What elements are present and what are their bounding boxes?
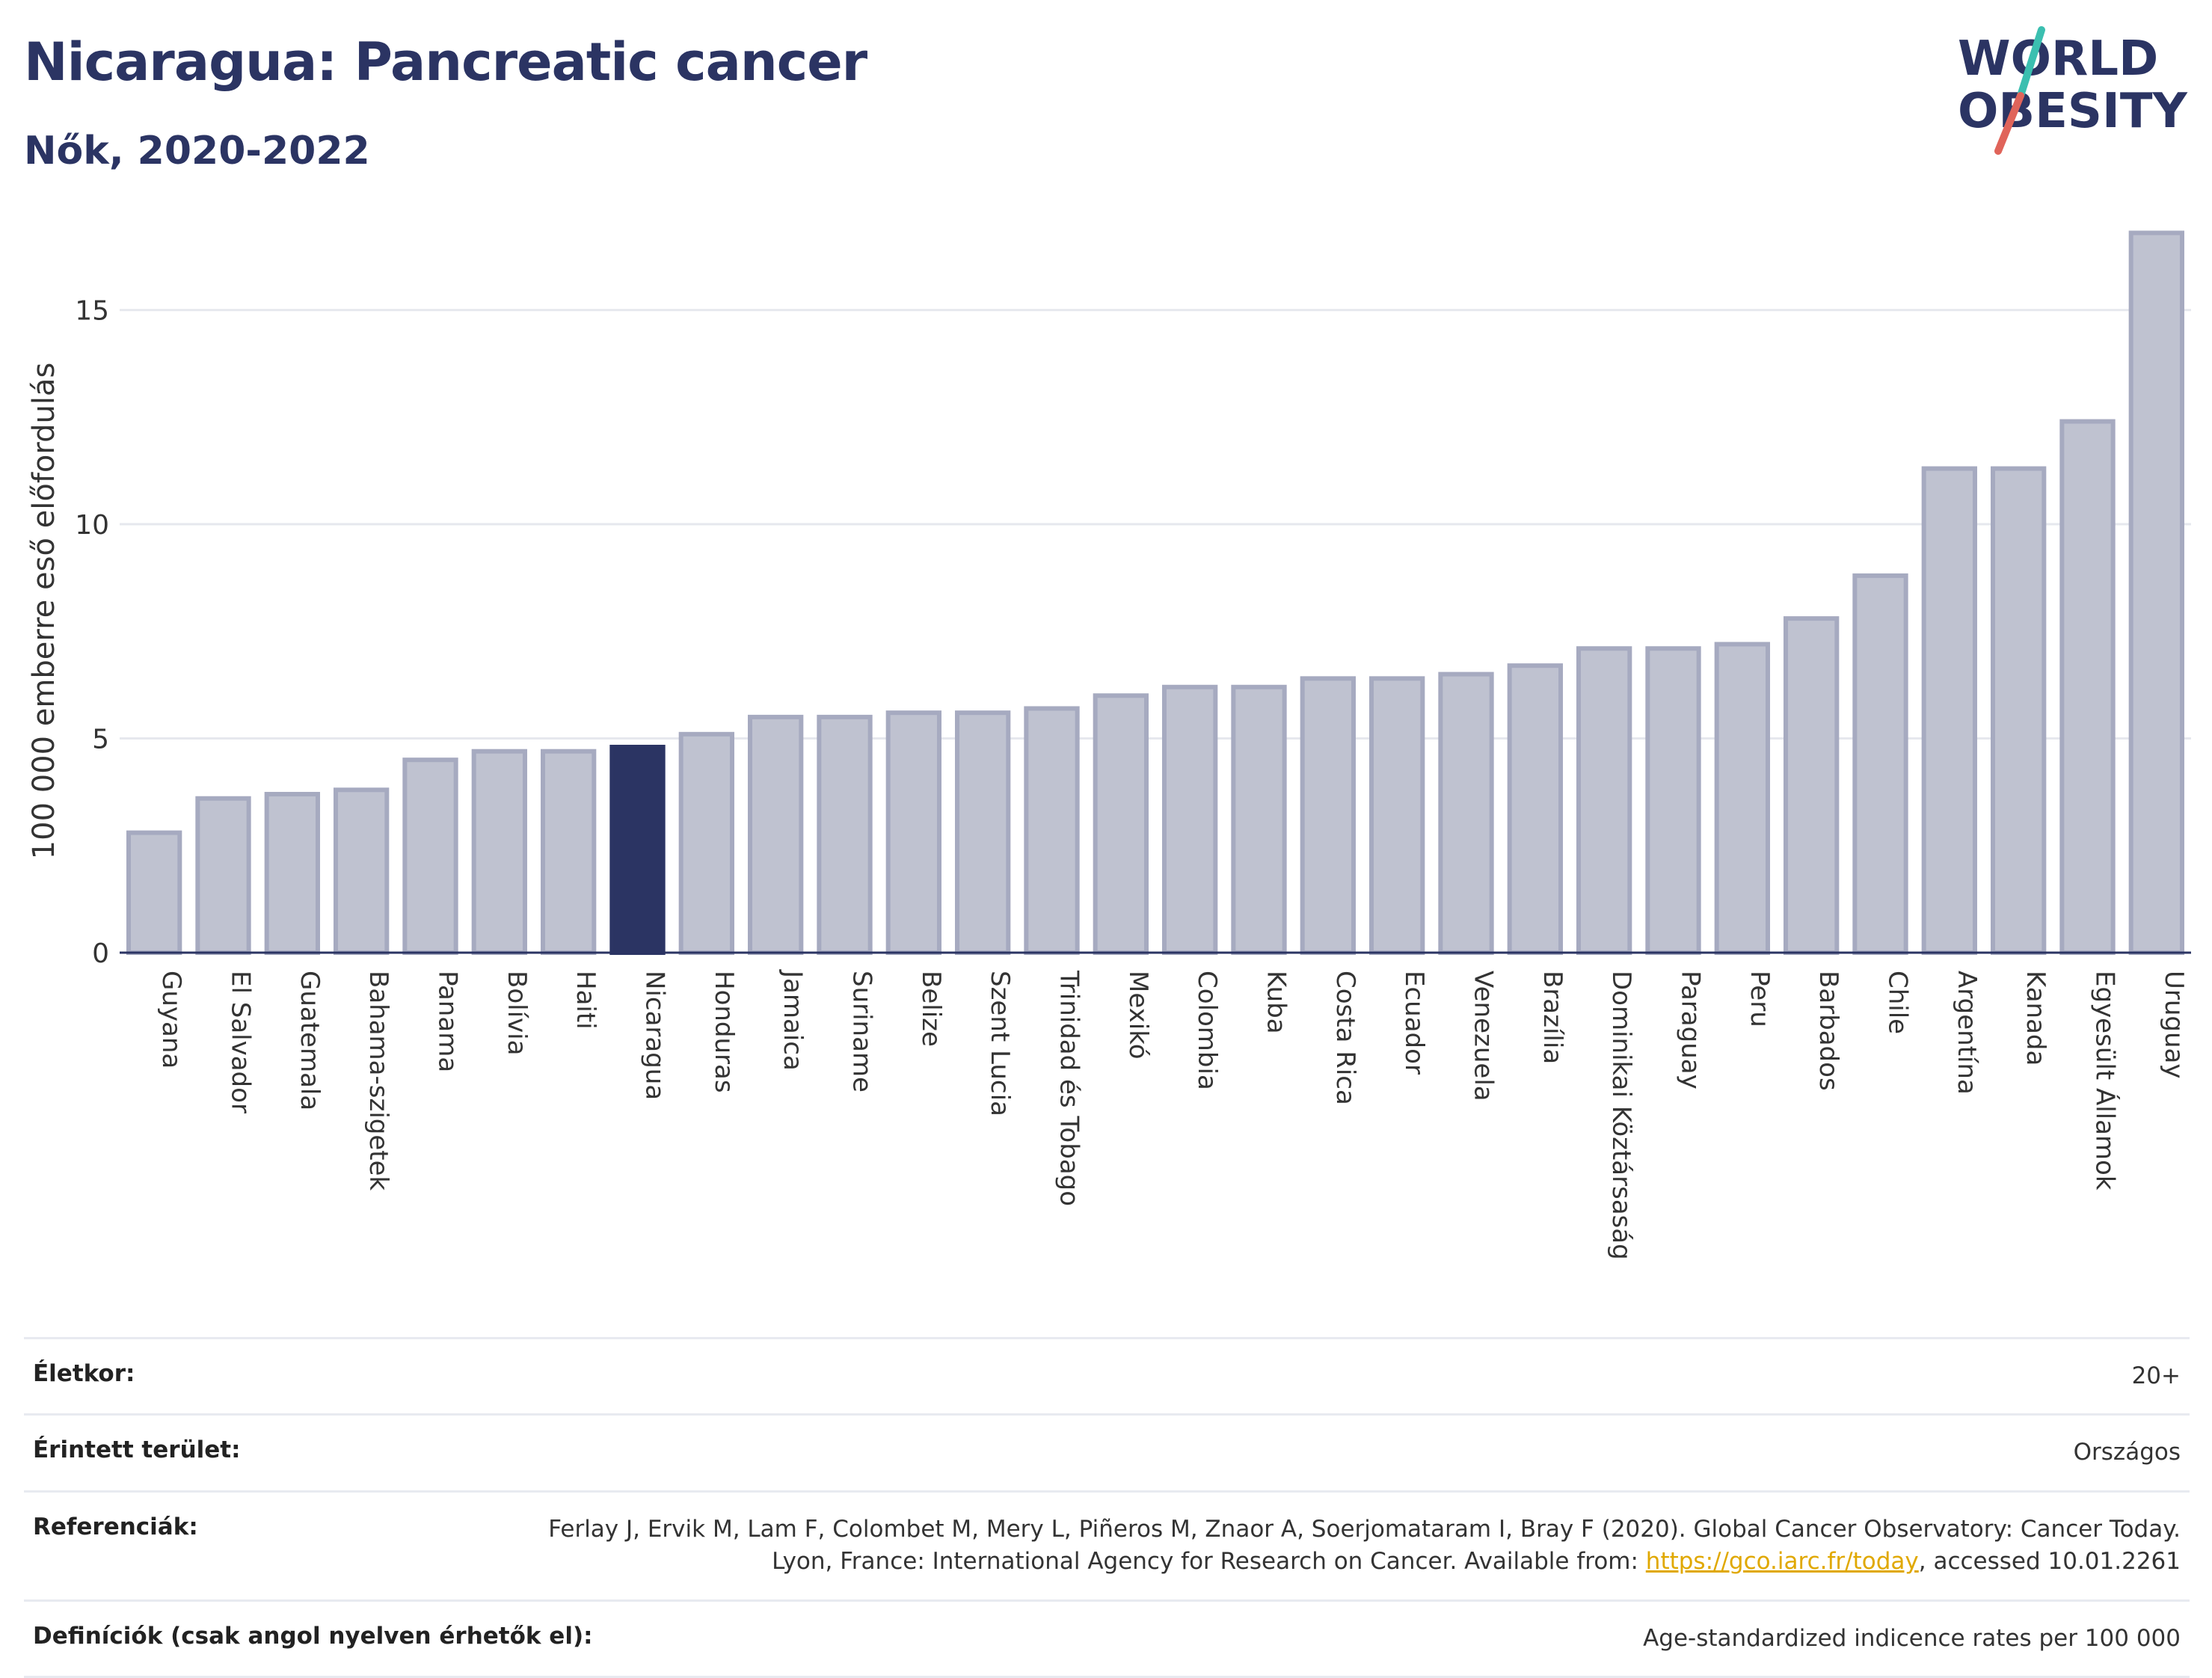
- x-tick-label: Barbados: [1813, 971, 1843, 1091]
- bar: [471, 749, 527, 955]
- x-tick-label: Kuba: [1262, 971, 1291, 1034]
- bar: [1507, 663, 1563, 955]
- bar: [264, 792, 320, 955]
- bar: [1991, 466, 2047, 955]
- bar: [817, 714, 873, 955]
- x-tick-label: Mexikó: [1123, 971, 1153, 1060]
- bar: [2128, 230, 2184, 956]
- bar: [1576, 646, 1632, 956]
- bar: [748, 714, 804, 955]
- x-tick-label: Belize: [916, 971, 946, 1047]
- x-tick-label: Jamaica: [778, 969, 808, 1071]
- bar: [1162, 684, 1218, 956]
- references-accessed: , accessed 10.01.2261: [1918, 1548, 2181, 1576]
- info-row-definitions: Definíciók (csak angol nyelven érhetők e…: [24, 1599, 2190, 1678]
- y-tick-label: 15: [75, 296, 109, 327]
- bar: [1645, 646, 1701, 956]
- x-tick-label: Trinidad és Tobago: [1054, 970, 1084, 1206]
- info-row-references: Referenciák: Ferlay J, Ervik M, Lam F, C…: [24, 1490, 2190, 1599]
- bar: [195, 796, 251, 956]
- references-text: Ferlay J, Ervik M, Lam F, Colombet M, Me…: [548, 1515, 2181, 1576]
- x-tick-label: Argentína: [1952, 971, 1982, 1095]
- age-label: Életkor:: [33, 1360, 135, 1387]
- x-tick-label: Bahama-szigetek: [363, 971, 393, 1191]
- bar: [1921, 466, 1977, 955]
- x-tick-label: Peru: [1745, 971, 1775, 1027]
- bar: [334, 787, 390, 955]
- x-tick-label: Panama: [433, 971, 463, 1072]
- x-tick-label: Guatemala: [295, 971, 325, 1110]
- references-label: Referenciák:: [33, 1513, 198, 1540]
- y-tick-label: 10: [75, 510, 109, 541]
- x-tick-label: Nicaragua: [640, 971, 670, 1100]
- logo-slash-bottom: [1994, 92, 2024, 155]
- bar: [1852, 573, 1908, 955]
- y-tick-label: 0: [92, 938, 109, 969]
- x-tick-label: Bolívia: [502, 971, 532, 1055]
- bar: [955, 710, 1011, 955]
- definitions-label: Definíciók (csak angol nyelven érhetők e…: [33, 1622, 593, 1650]
- x-tick-label: Venezuela: [1469, 971, 1499, 1101]
- age-value: 20+: [2131, 1362, 2181, 1389]
- x-tick-label: Szent Lucia: [985, 971, 1015, 1116]
- info-row-area: Érintett terület: Országos: [24, 1413, 2190, 1490]
- x-tick-label: Paraguay: [1676, 971, 1706, 1090]
- bar: [885, 710, 941, 955]
- y-axis-label: 100 000 emberre eső előfordulás: [27, 363, 61, 860]
- bar: [1093, 693, 1149, 955]
- page-subtitle: Nők, 2020-2022: [24, 129, 370, 173]
- x-tick-label: Brazília: [1537, 971, 1567, 1064]
- references-link[interactable]: https://gco.iarc.fr/today: [1645, 1548, 1919, 1576]
- bar: [402, 757, 458, 955]
- x-tick-label: Costa Rica: [1330, 971, 1360, 1105]
- page-title: Nicaragua: Pancreatic cancer: [24, 31, 867, 93]
- x-tick-label: Egyesült Államok: [2090, 971, 2121, 1190]
- y-tick-label: 5: [92, 725, 109, 755]
- logo-line1: WORLD: [1958, 31, 2158, 87]
- bar: [1024, 706, 1080, 955]
- x-tick-label: Ecuador: [1399, 971, 1429, 1075]
- x-tick-label: Dominikai Köztársaság: [1606, 971, 1636, 1260]
- x-tick-label: Chile: [1883, 971, 1913, 1034]
- bar: [1369, 676, 1425, 955]
- bar-chart: 0 5 10 15 100 000 emberre eső előfordulás Guy…: [27, 230, 2191, 1260]
- bar: [2059, 419, 2116, 955]
- info-table: Életkor: 20+ Érintett terület: Országos …: [24, 1337, 2190, 1678]
- bar: [1231, 684, 1287, 956]
- references-value: Ferlay J, Ervik M, Lam F, Colombet M, Me…: [535, 1513, 2181, 1579]
- x-tick-label: Uruguay: [2159, 971, 2189, 1079]
- bar: [126, 830, 182, 955]
- x-tick-label: Honduras: [709, 971, 739, 1093]
- x-tick-label: Colombia: [1192, 971, 1222, 1090]
- definitions-value: Age-standardized indicence rates per 100…: [1643, 1624, 2181, 1652]
- area-label: Érintett terület:: [33, 1436, 241, 1464]
- bar: [541, 749, 597, 955]
- bar: [678, 731, 734, 955]
- world-obesity-logo: WORLD OBESITY: [1958, 26, 2187, 155]
- x-tick-label: Haiti: [571, 971, 600, 1030]
- bar: [1300, 676, 1356, 955]
- x-tick-label: Guyana: [156, 971, 186, 1069]
- logo-slash-top: [2017, 26, 2045, 99]
- bar: [1438, 671, 1494, 956]
- bar: [609, 744, 666, 955]
- bar: [1784, 616, 1840, 955]
- x-tick-label: Suriname: [847, 971, 877, 1092]
- info-row-age: Életkor: 20+: [24, 1337, 2190, 1413]
- logo-line2: OBESITY: [1958, 84, 2187, 139]
- x-tick-label: Kanada: [2021, 971, 2050, 1066]
- bar: [1714, 642, 1770, 955]
- area-value: Országos: [2073, 1439, 2181, 1466]
- x-tick-label: El Salvador: [226, 971, 256, 1113]
